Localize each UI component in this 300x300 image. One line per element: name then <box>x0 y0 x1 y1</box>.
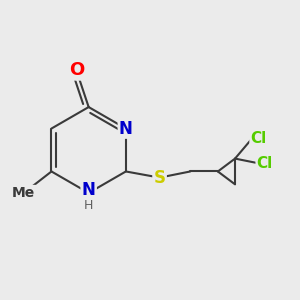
Text: H: H <box>84 199 93 212</box>
Text: S: S <box>154 169 166 187</box>
Text: N: N <box>82 181 96 199</box>
Text: Me: Me <box>12 186 35 200</box>
Text: Cl: Cl <box>250 130 267 146</box>
Text: O: O <box>69 61 84 79</box>
Text: Cl: Cl <box>257 156 273 171</box>
Text: N: N <box>119 119 133 137</box>
